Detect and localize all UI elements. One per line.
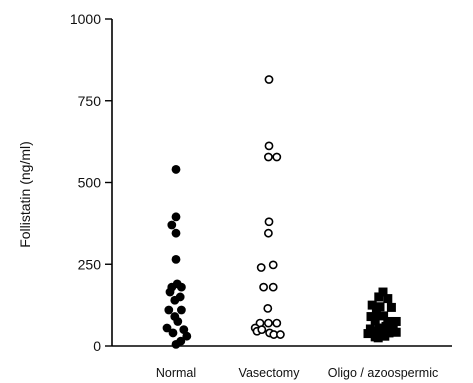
data-point-open-circle — [263, 318, 273, 328]
y-axis-title: Follistatin (ng/ml) — [17, 141, 33, 248]
data-point-square — [374, 323, 384, 333]
category-label: Oligo / azoospermic — [328, 366, 438, 380]
category-labels: Normal Vasectomy Oligo / azoospermic — [156, 366, 438, 380]
category-label: Normal — [156, 366, 196, 380]
data-point-square — [371, 308, 381, 318]
data-point-open-circle — [272, 318, 282, 328]
data-point-filled-circle — [168, 328, 178, 338]
data-point-square — [363, 329, 373, 339]
data-point-filled-circle — [170, 295, 180, 305]
data-point-open-circle — [259, 282, 268, 292]
data-point-filled-circle — [171, 165, 181, 174]
data-point-square — [391, 327, 401, 337]
data-point-square — [374, 292, 384, 302]
y-tick-label: 750 — [78, 93, 102, 109]
data-point-filled-circle — [171, 339, 181, 349]
data-point-square — [386, 302, 396, 312]
data-points — [162, 75, 401, 349]
data-point-square — [373, 333, 383, 343]
data-point-open-circle — [263, 303, 273, 313]
data-point-square — [386, 323, 396, 333]
category-label: Vasectomy — [239, 366, 301, 380]
data-point-square — [380, 331, 390, 341]
data-point-filled-circle — [171, 228, 181, 238]
data-point-filled-circle — [171, 212, 181, 222]
data-point-filled-circle — [179, 325, 189, 335]
data-point-filled-circle — [177, 282, 186, 292]
data-point-square — [381, 321, 391, 331]
data-point-open-circle — [272, 152, 282, 162]
data-point-square — [383, 316, 393, 326]
data-point-open-circle — [257, 325, 267, 335]
data-point-square — [378, 287, 388, 297]
data-point-open-circle — [263, 228, 273, 238]
data-point-open-circle — [268, 282, 278, 292]
data-point-open-circle — [275, 330, 285, 339]
data-point-filled-circle — [162, 323, 172, 333]
axes — [111, 19, 452, 347]
y-tick-label: 250 — [78, 256, 102, 272]
y-tick-label: 1000 — [70, 11, 101, 27]
data-point-open-circle — [264, 141, 274, 151]
data-point-filled-circle — [165, 287, 175, 297]
data-point-square — [367, 300, 377, 310]
data-point-square — [375, 302, 385, 312]
data-point-filled-circle — [177, 305, 186, 315]
y-tick-label: 0 — [93, 338, 101, 354]
data-point-open-circle — [263, 152, 273, 162]
data-point-filled-circle — [171, 254, 181, 264]
data-point-filled-circle — [167, 220, 177, 230]
data-point-square — [379, 311, 389, 321]
data-point-open-circle — [256, 263, 266, 272]
data-point-open-circle — [264, 75, 274, 84]
data-point-filled-circle — [164, 305, 174, 315]
data-point-square — [383, 294, 393, 304]
y-tick-label: 500 — [78, 175, 102, 191]
data-point-square — [370, 315, 380, 325]
data-point-open-circle — [264, 217, 274, 227]
data-point-filled-circle — [173, 317, 183, 326]
y-ticks: 0 250 500 750 1000 — [70, 11, 112, 354]
data-point-filled-circle — [182, 331, 192, 341]
data-point-square — [368, 326, 378, 336]
data-point-open-circle — [268, 260, 278, 270]
